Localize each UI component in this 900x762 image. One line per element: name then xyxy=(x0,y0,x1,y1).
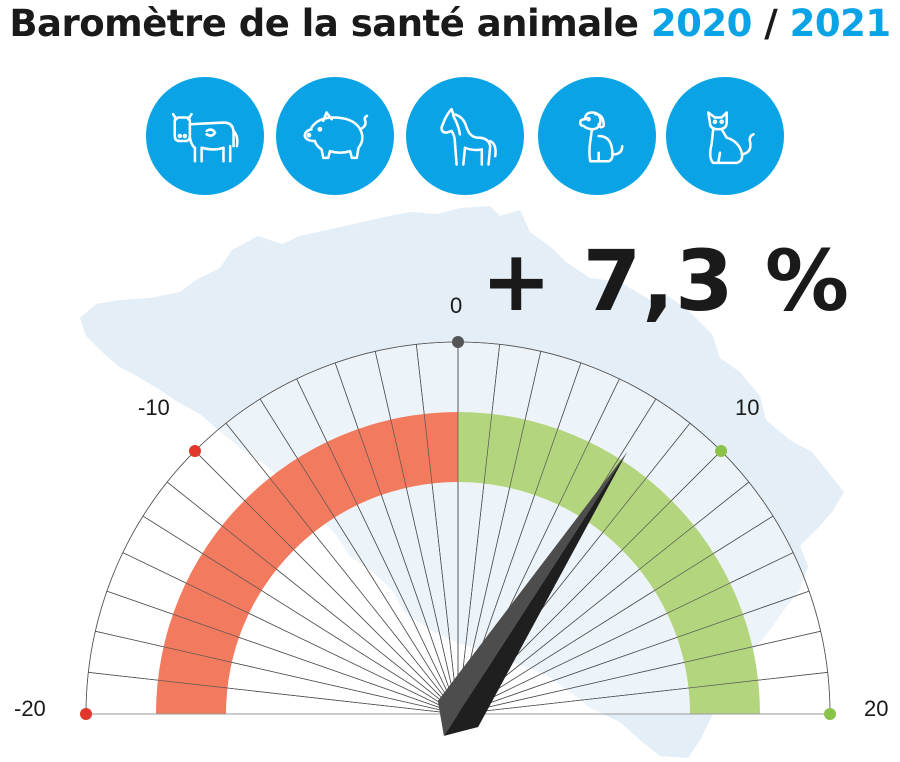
dog-icon xyxy=(538,77,656,195)
gauge-ray xyxy=(106,590,459,715)
cow-icon xyxy=(146,77,264,195)
gauge-ray xyxy=(457,630,821,715)
needle-light-half xyxy=(437,451,628,736)
gauge-ray xyxy=(166,481,459,715)
gauge-ray xyxy=(416,344,459,715)
gauge-ray xyxy=(457,351,542,715)
dot-max xyxy=(824,708,836,720)
year-start: 2020 xyxy=(650,2,752,45)
year-separator: / xyxy=(764,2,778,45)
tick-label-pos-mid: 10 xyxy=(735,395,760,420)
dot-neg-mid xyxy=(188,444,201,457)
tick-label-min: -20 xyxy=(14,696,46,721)
gauge-ray xyxy=(457,672,828,715)
animal-icons xyxy=(0,77,900,197)
gauge-ray xyxy=(88,672,459,715)
gauge-ray xyxy=(142,515,459,715)
gauge-ray xyxy=(122,552,459,715)
gauge-ray xyxy=(457,344,500,715)
gauge-ray xyxy=(457,481,750,715)
horse-icon xyxy=(406,77,524,195)
negative-band xyxy=(156,412,458,714)
gauge-ray xyxy=(457,590,810,715)
tick-label-neg-mid: -10 xyxy=(138,395,170,420)
gauge-ray xyxy=(334,362,459,715)
gauge-ray xyxy=(225,422,459,715)
gauge-value: + 7,3 % xyxy=(481,232,850,330)
positive-band xyxy=(458,412,760,714)
gauge-ray xyxy=(374,351,459,715)
year-end: 2021 xyxy=(789,2,891,45)
cat-icon xyxy=(666,77,784,195)
gauge-ray xyxy=(457,552,794,715)
gauge-ray xyxy=(259,398,459,715)
dot-zero xyxy=(452,336,464,348)
gauge-ray xyxy=(194,450,459,715)
gauge-ray xyxy=(95,630,459,715)
tick-label-max: 20 xyxy=(864,696,889,721)
gauge-ray xyxy=(296,378,459,715)
page-title: Baromètre de la santé animale 2020 / 202… xyxy=(0,2,900,45)
gauge-ray xyxy=(457,515,774,715)
tick-label-zero: 0 xyxy=(450,293,463,318)
title-main: Baromètre de la santé animale xyxy=(9,2,639,45)
pig-icon xyxy=(276,77,394,195)
needle-dark-half xyxy=(443,451,628,736)
dot-pos-mid xyxy=(715,444,728,457)
dot-min xyxy=(80,708,92,720)
